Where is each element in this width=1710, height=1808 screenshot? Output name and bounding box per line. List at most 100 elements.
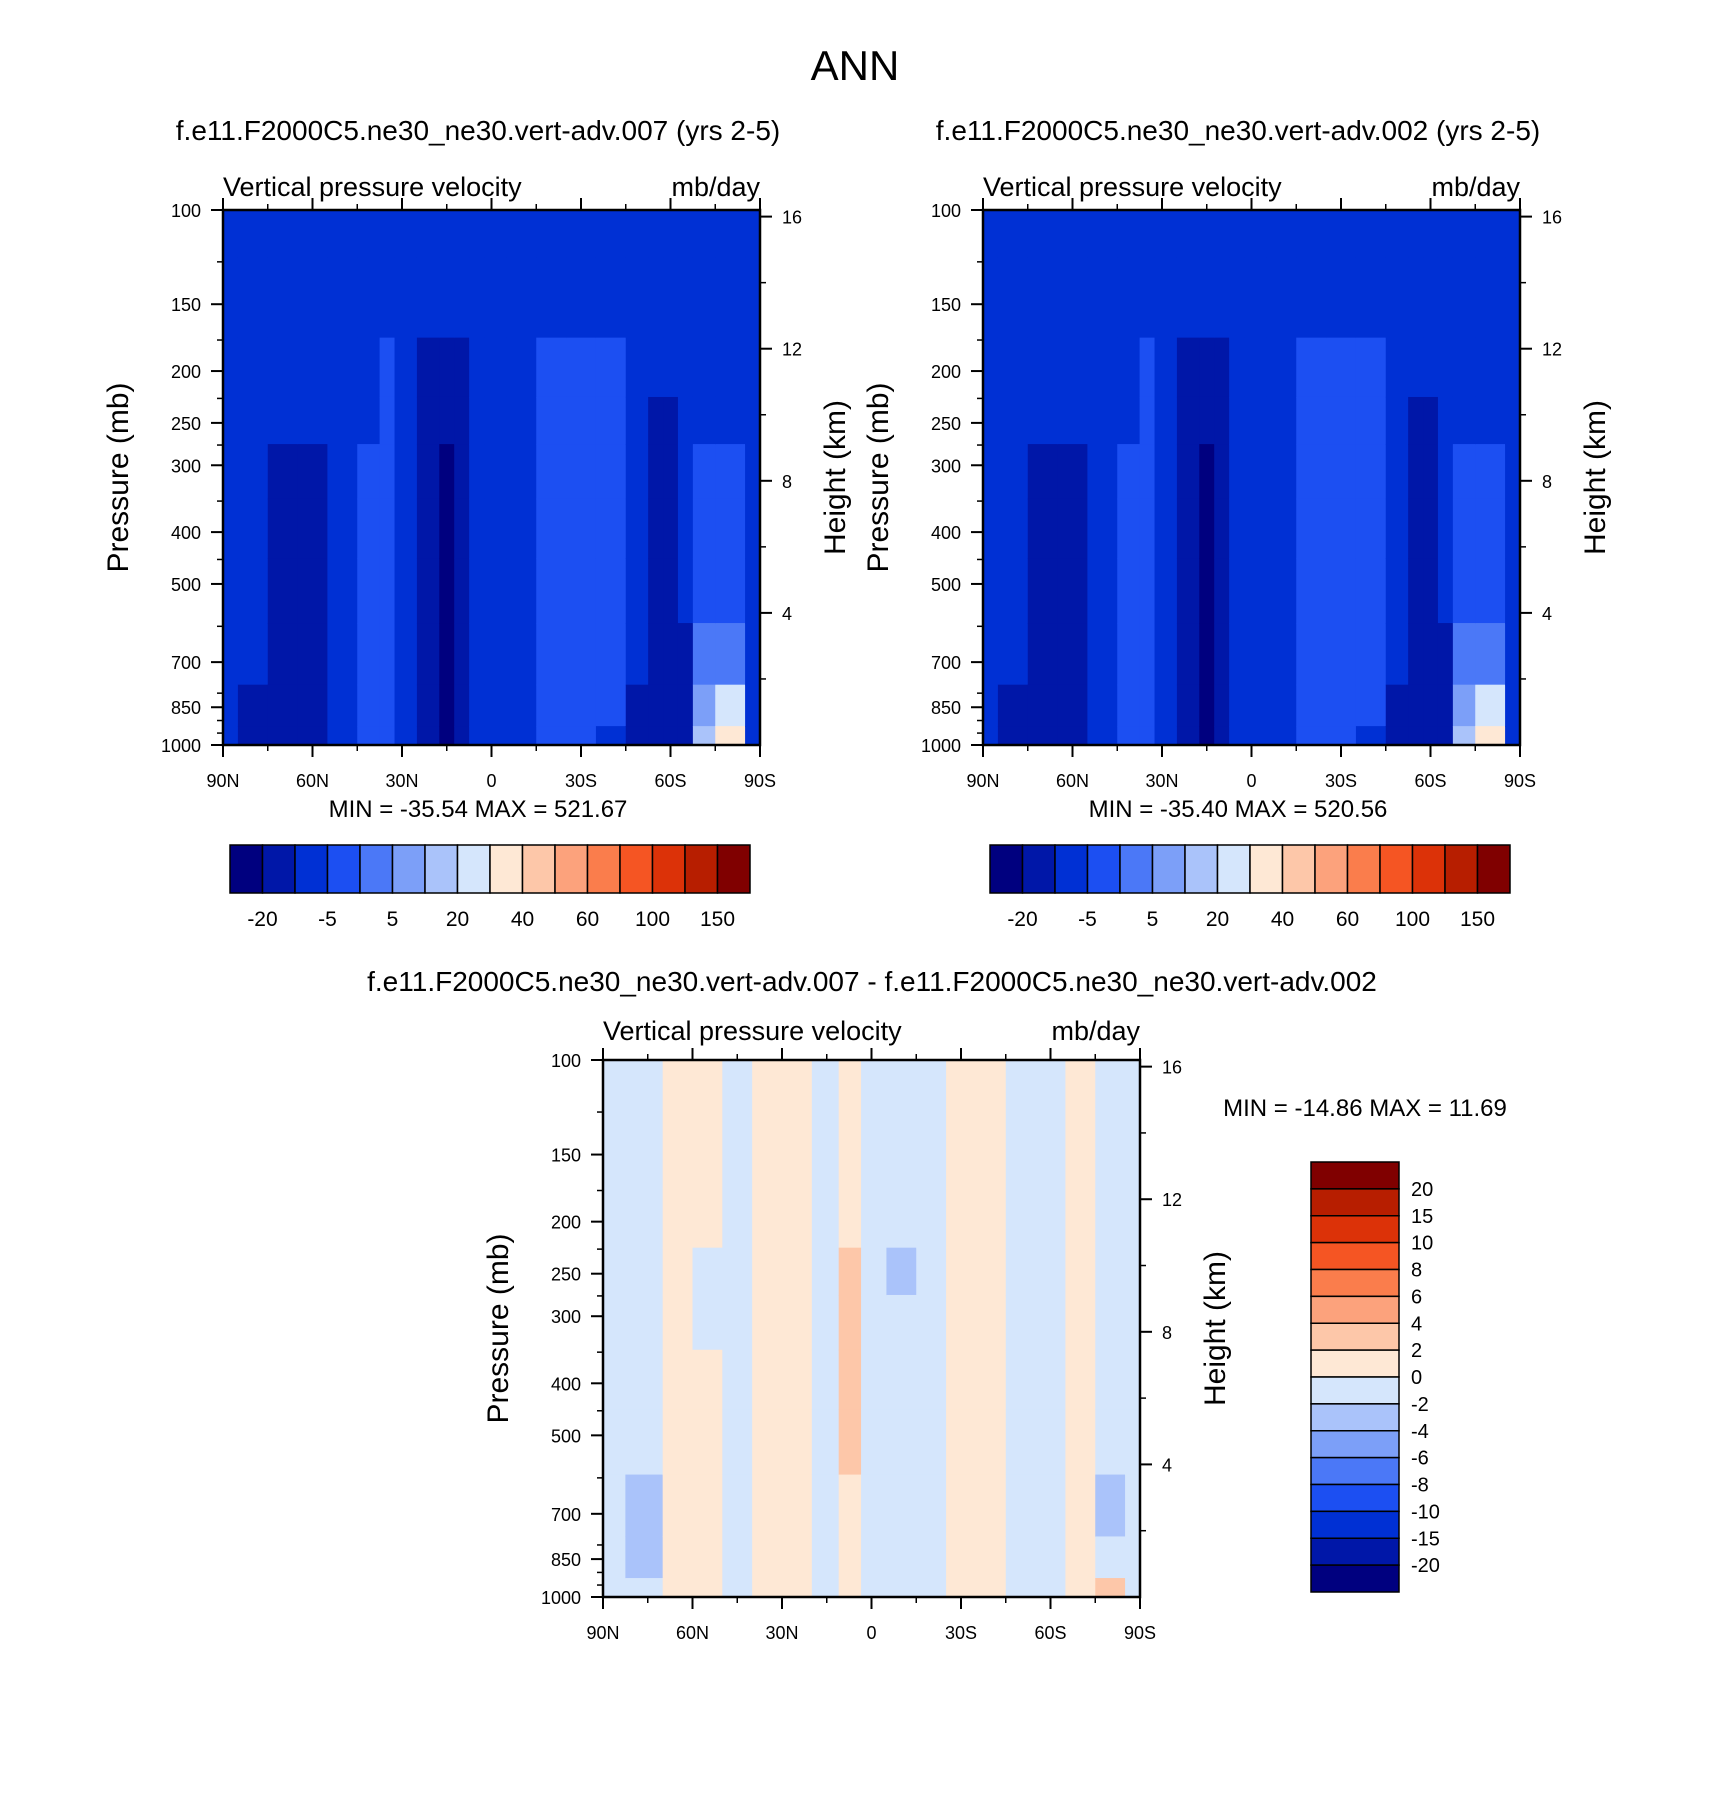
field-cell: [469, 337, 485, 398]
field-cell: [1117, 498, 1141, 559]
field-cell: [997, 337, 1029, 398]
field-cell: [662, 1060, 694, 1108]
field-cell: [1505, 623, 1520, 686]
field-cell: [566, 210, 597, 258]
field-cell: [1296, 337, 1327, 398]
field-cell: [595, 337, 627, 398]
field-cell: [566, 726, 597, 745]
field-cell: [566, 396, 597, 445]
field-cell: [595, 257, 627, 339]
field-cell: [625, 210, 649, 258]
colorbar-swatch: [651, 844, 686, 894]
field-cell: [975, 1060, 1007, 1108]
field-cell: [625, 1578, 664, 1597]
colorbar-swatch: [1379, 844, 1414, 894]
field-cell: [692, 1107, 723, 1189]
field-cell: [1005, 1409, 1037, 1476]
field-cell: [379, 726, 396, 745]
field-cell: [722, 1474, 753, 1538]
colorbar-swatch: [1310, 1241, 1400, 1271]
field-cell: [1027, 444, 1059, 500]
field-cell: [1214, 623, 1230, 686]
y2-tick-label: 16: [1542, 208, 1562, 228]
field-cell: [1117, 396, 1141, 445]
field-cell: [223, 498, 239, 559]
field-cell: [782, 1107, 813, 1189]
field-cell: [416, 210, 440, 258]
field-cell: [1326, 623, 1357, 686]
x-tick-label: 60N: [1056, 771, 1089, 791]
field-cell: [297, 396, 329, 445]
field-cell: [886, 1107, 917, 1189]
colorbar-label: -20: [1007, 908, 1037, 931]
field-cell: [237, 684, 269, 727]
field-cell: [394, 726, 418, 745]
field-cell: [1087, 396, 1118, 445]
field-cell: [983, 257, 999, 339]
field-cell: [1087, 498, 1118, 559]
field-cell: [595, 210, 627, 258]
colorbar-label: -6: [1411, 1448, 1429, 1470]
field-cell: [1437, 726, 1454, 745]
field-cell: [439, 337, 455, 398]
colorbar-swatch: [716, 844, 751, 894]
colorbar-label: -2: [1411, 1394, 1429, 1416]
field-cell: [722, 1578, 753, 1597]
field-cell: [1057, 396, 1089, 445]
field-cell: [692, 498, 716, 559]
field-cell: [946, 1060, 977, 1108]
field-cell: [745, 623, 760, 686]
field-cell: [1154, 684, 1178, 727]
field-cell: [1296, 558, 1327, 624]
field-cell: [1408, 396, 1424, 445]
field-cell: [1296, 498, 1327, 559]
field-cell: [782, 1349, 813, 1410]
field-cell: [975, 1188, 1007, 1249]
y2-tick-label: 4: [1542, 604, 1552, 624]
y-axis-title: Pressure (mb): [482, 1233, 515, 1423]
field-cell: [416, 396, 440, 445]
field-cell: [536, 396, 567, 445]
x-tick-label: 30N: [765, 1623, 798, 1643]
field-cell: [506, 210, 537, 258]
field-cell: [1176, 396, 1200, 445]
colorbar-label: -4: [1411, 1421, 1429, 1443]
x-tick-label: 90N: [586, 1623, 619, 1643]
field-cell: [1452, 726, 1476, 745]
field-cell: [1326, 444, 1357, 500]
field-cell: [916, 1294, 947, 1351]
field-cell: [439, 684, 455, 727]
field-cell: [1437, 257, 1454, 339]
field-cell: [484, 396, 508, 445]
field-cell: [975, 1247, 1007, 1296]
field-cell: [1475, 337, 1506, 398]
field-cell: [1505, 558, 1520, 624]
y-tick-label: 200: [171, 362, 201, 382]
x-tick-label: 0: [866, 1623, 876, 1643]
x-tick-label: 30N: [385, 771, 418, 791]
colorbar-swatch: [1310, 1483, 1400, 1513]
field-cell: [603, 1060, 626, 1108]
field-cell: [454, 257, 470, 339]
field-cell: [1423, 337, 1439, 398]
colorbar-swatch: [391, 844, 426, 894]
colorbar-label: 40: [1271, 908, 1294, 931]
field-cell: [439, 726, 455, 745]
x-tick-label: 60S: [1414, 771, 1446, 791]
field-cell: [439, 444, 455, 500]
y2-axis-title: Height (km): [819, 400, 852, 555]
field-cell: [745, 444, 760, 500]
field-cell: [439, 210, 455, 258]
field-cell: [1355, 257, 1387, 339]
colorbar-label: 100: [1395, 908, 1430, 931]
field-cell: [223, 210, 239, 258]
field-cell: [357, 337, 381, 398]
colorbar-label: 15: [1411, 1206, 1433, 1228]
field-cell: [625, 257, 649, 339]
field-cell: [1095, 1536, 1126, 1579]
field-cell: [916, 1060, 947, 1108]
field-cell: [1452, 684, 1476, 727]
colorbar-swatch: [1444, 844, 1479, 894]
colorbar: -20 -5 5 20 40 60 100 150: [229, 844, 751, 931]
field-cell: [1423, 558, 1439, 624]
